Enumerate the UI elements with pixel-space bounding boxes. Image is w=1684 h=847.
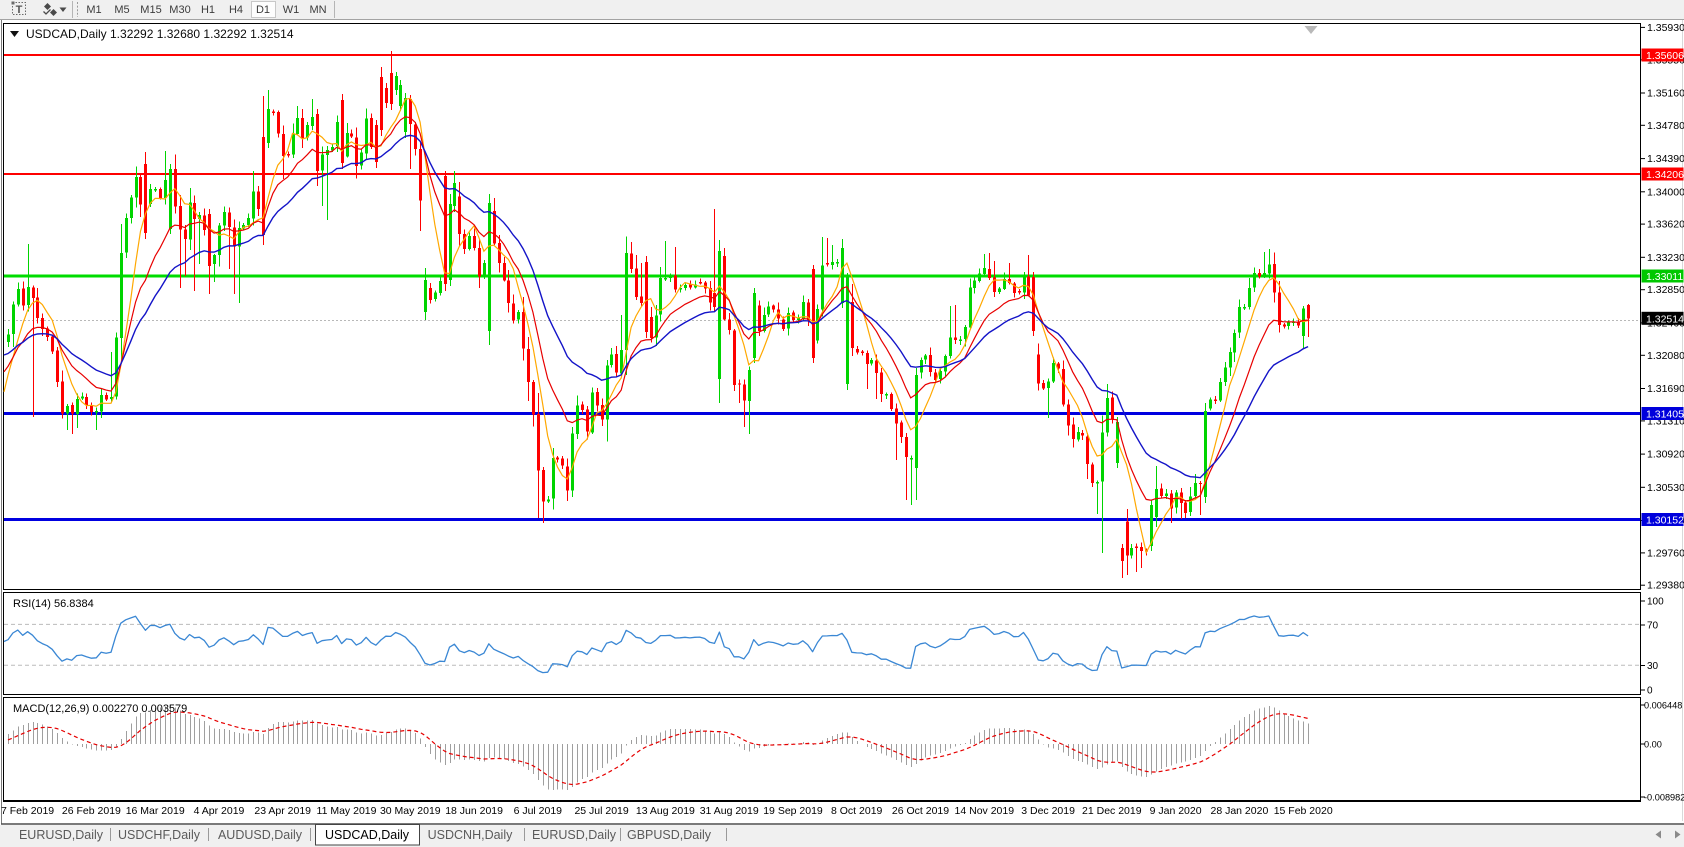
svg-text:M15: M15 bbox=[140, 4, 161, 16]
svg-text:T: T bbox=[16, 4, 23, 16]
svg-text:26 Oct 2019: 26 Oct 2019 bbox=[892, 805, 949, 817]
svg-text:1.29380: 1.29380 bbox=[1647, 580, 1684, 592]
svg-text:1.30530: 1.30530 bbox=[1647, 482, 1684, 494]
svg-text:0: 0 bbox=[1647, 686, 1653, 697]
svg-text:USDCAD,Daily 1.32292 1.32680: USDCAD,Daily 1.32292 1.32680 1.32292 1.3… bbox=[26, 27, 294, 41]
svg-text:70: 70 bbox=[1647, 621, 1659, 632]
svg-text:1.29760: 1.29760 bbox=[1647, 547, 1684, 559]
svg-text:EURUSD,Daily: EURUSD,Daily bbox=[532, 828, 617, 842]
svg-text:1.33230: 1.33230 bbox=[1647, 252, 1684, 264]
svg-text:AUDUSD,Daily: AUDUSD,Daily bbox=[218, 828, 303, 842]
svg-text:18 Jun 2019: 18 Jun 2019 bbox=[445, 805, 503, 817]
svg-text:14 Nov 2019: 14 Nov 2019 bbox=[955, 805, 1015, 817]
svg-text:19 Sep 2019: 19 Sep 2019 bbox=[763, 805, 823, 817]
svg-text:GBPUSD,Daily: GBPUSD,Daily bbox=[627, 828, 712, 842]
svg-text:USDCAD,Daily: USDCAD,Daily bbox=[325, 828, 410, 842]
svg-text:31 Aug 2019: 31 Aug 2019 bbox=[700, 805, 759, 817]
svg-text:EURUSD,Daily: EURUSD,Daily bbox=[19, 828, 104, 842]
svg-text:25 Jul 2019: 25 Jul 2019 bbox=[574, 805, 628, 817]
svg-text:15 Feb 2020: 15 Feb 2020 bbox=[1274, 805, 1333, 817]
svg-text:1.31405: 1.31405 bbox=[1646, 409, 1684, 421]
svg-text:1.35930: 1.35930 bbox=[1647, 22, 1684, 34]
svg-text:11 May 2019: 11 May 2019 bbox=[317, 805, 377, 817]
svg-text:M5: M5 bbox=[114, 4, 129, 16]
svg-text:1.33011: 1.33011 bbox=[1646, 271, 1683, 283]
svg-text:21 Dec 2019: 21 Dec 2019 bbox=[1082, 805, 1142, 817]
svg-text:4 Apr 2019: 4 Apr 2019 bbox=[194, 805, 245, 817]
svg-text:6 Jul 2019: 6 Jul 2019 bbox=[514, 805, 563, 817]
svg-text:1.32080: 1.32080 bbox=[1647, 350, 1684, 362]
svg-text:USDCHF,Daily: USDCHF,Daily bbox=[118, 828, 201, 842]
svg-text:30: 30 bbox=[1647, 661, 1659, 672]
svg-text:1.33620: 1.33620 bbox=[1647, 219, 1684, 231]
svg-text:MN: MN bbox=[309, 4, 326, 16]
svg-text:1.30920: 1.30920 bbox=[1647, 449, 1684, 461]
svg-text:1.34780: 1.34780 bbox=[1647, 120, 1684, 132]
svg-text:8 Oct 2019: 8 Oct 2019 bbox=[831, 805, 883, 817]
svg-text:100: 100 bbox=[1647, 597, 1664, 608]
svg-text:1.30152: 1.30152 bbox=[1646, 515, 1684, 527]
svg-text:13 Aug 2019: 13 Aug 2019 bbox=[636, 805, 695, 817]
svg-text:1.31690: 1.31690 bbox=[1647, 383, 1684, 395]
svg-text:RSI(14) 56.8384: RSI(14) 56.8384 bbox=[13, 598, 94, 610]
svg-text:28 Jan 2020: 28 Jan 2020 bbox=[1210, 805, 1268, 817]
svg-text:1.34000: 1.34000 bbox=[1647, 186, 1684, 198]
svg-text:1.34390: 1.34390 bbox=[1647, 153, 1684, 165]
svg-text:M1: M1 bbox=[86, 4, 101, 16]
svg-text:1.35606: 1.35606 bbox=[1646, 50, 1684, 62]
svg-text:0.00: 0.00 bbox=[1644, 740, 1662, 750]
svg-text:H1: H1 bbox=[201, 4, 215, 16]
svg-text:-0.008982: -0.008982 bbox=[1644, 793, 1684, 803]
svg-text:1.34206: 1.34206 bbox=[1646, 169, 1684, 181]
svg-text:D1: D1 bbox=[256, 4, 270, 16]
svg-text:9 Jan 2020: 9 Jan 2020 bbox=[1150, 805, 1202, 817]
svg-text:0.006448: 0.006448 bbox=[1644, 701, 1682, 711]
svg-text:3 Dec 2019: 3 Dec 2019 bbox=[1021, 805, 1075, 817]
svg-text:1.32514: 1.32514 bbox=[1646, 313, 1684, 325]
svg-text:23 Apr 2019: 23 Apr 2019 bbox=[254, 805, 311, 817]
svg-text:MACD(12,26,9) 0.002270 0.00357: MACD(12,26,9) 0.002270 0.003579 bbox=[13, 703, 187, 715]
svg-text:30 May 2019: 30 May 2019 bbox=[380, 805, 441, 817]
svg-text:M30: M30 bbox=[169, 4, 190, 16]
svg-text:1.32850: 1.32850 bbox=[1647, 284, 1684, 296]
svg-text:1.35160: 1.35160 bbox=[1647, 88, 1684, 100]
svg-text:W1: W1 bbox=[283, 4, 300, 16]
svg-text:USDCNH,Daily: USDCNH,Daily bbox=[428, 828, 513, 842]
svg-text:26 Feb 2019: 26 Feb 2019 bbox=[62, 805, 121, 817]
svg-text:7 Feb 2019: 7 Feb 2019 bbox=[1, 805, 54, 817]
svg-text:16 Mar 2019: 16 Mar 2019 bbox=[126, 805, 185, 817]
svg-text:H4: H4 bbox=[229, 4, 243, 16]
